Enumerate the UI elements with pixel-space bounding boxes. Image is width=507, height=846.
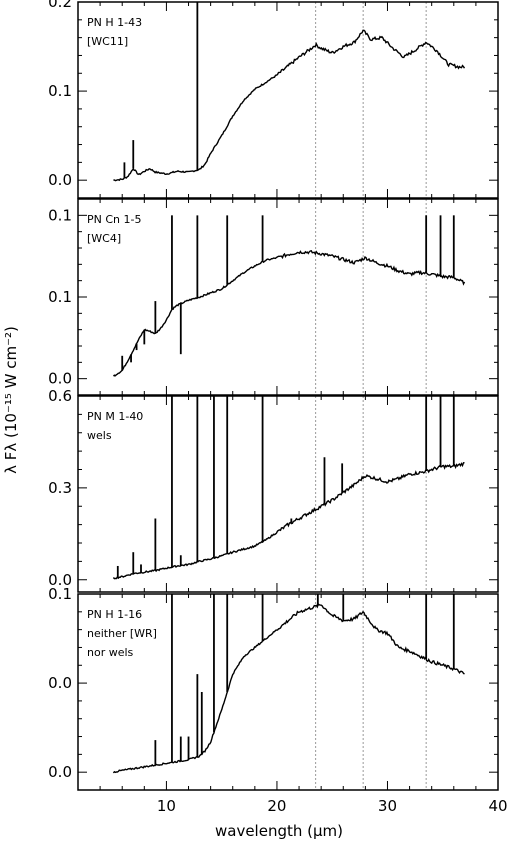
spectrum-group (112, 215, 466, 377)
y-tick-label: 0.6 (48, 387, 72, 405)
x-axis-title: wavelength (μm) (215, 822, 343, 840)
x-tick-label: 10 (157, 797, 176, 815)
panel-label-line: [WC4] (87, 232, 121, 245)
panel-frame (77, 1, 499, 199)
y-tick-label: 0.1 (48, 585, 72, 603)
panel-frame (77, 198, 499, 396)
panel-label-line: [WC11] (87, 35, 128, 48)
spectrum-line (112, 250, 466, 377)
panel-3: 0.0 0.3 0.6 PN M 1-40 wels (48, 387, 499, 593)
panel-label-line: PN Cn 1-5 (87, 213, 141, 226)
panel-4: 0.0 0.0 0.1 PN H 1-16 neither [WR] nor wels (48, 585, 499, 791)
panel-label-line: PN M 1-40 (87, 410, 143, 423)
spectra-panels: 0.00.10.2PN H 1-43[WC11]0.00.10.1 PN Cn 1… (48, 0, 507, 815)
panel-frame (77, 593, 499, 791)
y-tick-label: 0.0 (48, 370, 72, 388)
panel-label-line: PN H 1-43 (87, 16, 142, 29)
panel-2: 0.0 0.1 0.1 PN Cn 1-5 [WC4] (48, 198, 499, 396)
y-tick-label: 0.0 (48, 171, 72, 189)
panel-label-line: nor wels (87, 646, 134, 659)
y-tick-label: 0.2 (48, 0, 72, 11)
spectrum-line (112, 462, 465, 580)
spectrum-line (112, 603, 465, 774)
panel-label-line: neither [WR] (87, 627, 157, 640)
y-tick-label: 0.1 (48, 288, 72, 306)
panel-label-line: PN H 1-16 (87, 608, 142, 621)
spectrum-group (113, 2, 466, 182)
spectrum-line (113, 29, 466, 182)
spectrum-group (112, 396, 465, 580)
y-tick-label: 0.1 (48, 82, 72, 100)
y-tick-label: 0.3 (48, 479, 72, 497)
y-axis-title: λ Fλ (10⁻¹⁵ W cm⁻²) (2, 326, 20, 474)
y-tick-label: 0.0 (48, 571, 72, 589)
x-tick-label: 20 (267, 797, 286, 815)
y-tick-label: 0.0 (48, 674, 72, 692)
y-tick-label: 0.1 (48, 206, 72, 224)
y-tick-label: 0.0 (48, 763, 72, 781)
panel-label-line: wels (87, 429, 112, 442)
x-tick-label: 30 (378, 797, 397, 815)
x-tick-label: 40 (488, 797, 507, 815)
spectrum-group (112, 594, 465, 774)
panel-1: 0.0 0.1 0.2 PN H 1-43 [WC11] (48, 0, 499, 199)
panel-frame (77, 395, 499, 593)
